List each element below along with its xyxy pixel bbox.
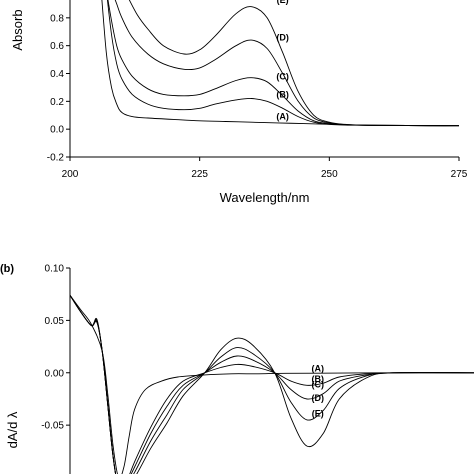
x-tick-label: 275 (451, 169, 468, 180)
x-axis-title: Wavelength/nm (220, 190, 310, 205)
series-label: (A) (312, 364, 325, 374)
panel-label: (b) (0, 263, 14, 275)
series-label: (D) (276, 32, 289, 42)
series-line-4 (114, 0, 459, 127)
y-tick-label: -0.2 (47, 153, 65, 164)
y-tick-label: -0.05 (41, 421, 64, 432)
y-tick-label: 0.4 (50, 69, 64, 80)
plot-area (70, 294, 474, 474)
x-tick-label: 200 (62, 169, 79, 180)
y-tick-label: 0.0 (50, 125, 64, 136)
y-axis-title: Absorb (10, 9, 25, 50)
series-label: (E) (312, 409, 324, 419)
y-tick-label: 0.6 (50, 41, 64, 52)
series-line-2 (70, 294, 474, 474)
plot-area (101, 0, 459, 127)
series-label: (A) (276, 112, 289, 122)
y-tick-label: 0.8 (50, 13, 64, 24)
series-line-1 (70, 294, 474, 474)
series-label: (C) (276, 71, 289, 81)
series-line-5 (128, 0, 459, 127)
y-tick-label: 0.05 (45, 316, 65, 327)
x-tick-label: 225 (191, 169, 208, 180)
x-tick-label: 250 (321, 169, 338, 180)
y-tick-label: 0.00 (45, 368, 65, 379)
series-line-3 (107, 0, 459, 127)
series-line-2 (106, 0, 459, 127)
y-axis-title: dA/d λ (5, 411, 20, 448)
series-label: (E) (277, 0, 289, 5)
series-label: (D) (312, 393, 325, 403)
series-line-5 (70, 294, 474, 474)
series-label: (B) (276, 89, 289, 99)
series-line-3 (70, 294, 474, 474)
series-label: (C) (312, 379, 325, 389)
y-tick-label: 0.10 (45, 264, 65, 275)
panel-b-derivative-chart: 0.100.050.00-0.05-0.10dA/d λ(b)(A)(B)(C)… (0, 263, 474, 474)
series-label: (B) (312, 374, 325, 384)
panel-a-absorbance-chart: -0.2 0.0 0.2 0.4 0.6 0.8 200 225 250 275 Wavelengt… (10, 0, 468, 205)
series-line-4 (70, 294, 474, 474)
y-tick-label: 0.2 (50, 97, 64, 108)
